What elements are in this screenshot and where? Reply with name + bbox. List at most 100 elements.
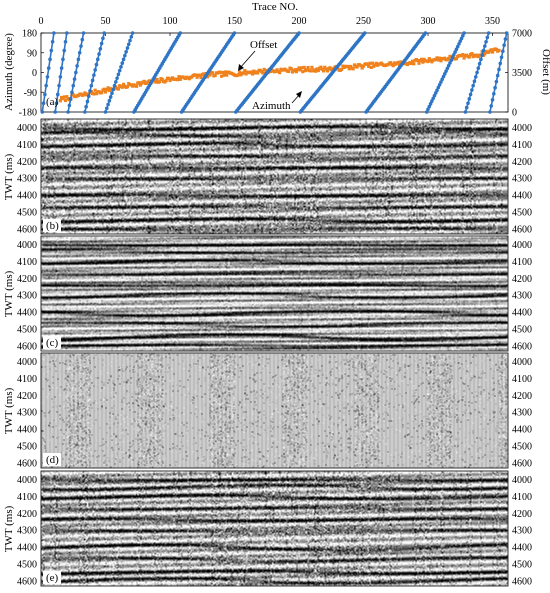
y-axis-title-c: TWT (ms) <box>3 270 15 317</box>
twt-tick-label-right: 4300 <box>512 174 532 185</box>
offset-point <box>199 75 203 80</box>
seismic-image-e <box>41 471 508 586</box>
offset-point <box>289 67 293 71</box>
seismic-section <box>41 353 508 468</box>
azimuth-point <box>81 31 86 35</box>
y-axis-title-right: Offset (m) <box>540 49 550 95</box>
offset-point <box>223 70 228 74</box>
azimuth-point <box>435 88 439 93</box>
offset-point <box>106 86 110 90</box>
azimuth-point <box>481 48 486 53</box>
offset-point <box>467 55 471 59</box>
offset-point <box>410 59 415 63</box>
azimuth-point <box>55 92 60 97</box>
offset-point <box>325 69 329 73</box>
x-tick-label: 0 <box>39 16 44 27</box>
seismic-section <box>41 236 508 351</box>
offset-point <box>177 75 181 79</box>
twt-tick-label-right: 4400 <box>512 543 532 554</box>
twt-tick-labels-e: 4000 4000 4100 4100 4200 4200 4300 4300 4400 4400… <box>17 475 532 587</box>
offset-point <box>116 87 121 91</box>
offset-point <box>351 67 355 71</box>
offset-point <box>316 68 320 73</box>
twt-tick-label-right: 4400 <box>512 191 532 202</box>
panel-label-d: (d) <box>46 454 59 466</box>
azimuth-point <box>480 53 484 57</box>
azimuth-point <box>363 31 367 35</box>
twt-tick-label-left: 4000 <box>17 357 37 368</box>
offset-point <box>396 60 400 64</box>
azimuth-point <box>65 31 69 35</box>
azimuth-point <box>68 97 73 101</box>
y-right-tick-label: 0 <box>512 108 517 119</box>
twt-tick-label-right: 4100 <box>512 374 532 385</box>
twt-tick-labels-b: 4000 4000 4100 4100 4200 4200 4300 4300 4400 4400… <box>17 123 532 235</box>
offset-point <box>94 92 99 96</box>
y-axis-title-e: TWT (ms) <box>3 505 15 552</box>
azimuth-line <box>104 32 134 113</box>
offset-point <box>83 91 87 95</box>
azimuth-point <box>62 48 67 53</box>
offset-point <box>436 58 440 62</box>
azimuth-point <box>123 53 127 58</box>
panel-e-seismic: TWT (ms) 4000 4000 4100 4100 4200 4200 4300 430… <box>3 470 532 587</box>
azimuth-point <box>74 70 78 75</box>
y-right-tick-label: 3500 <box>512 68 532 79</box>
azimuth-point <box>441 74 446 79</box>
x-tick-label: 100 <box>163 16 178 27</box>
azimuth-point <box>463 110 468 114</box>
azimuth-point <box>424 110 429 114</box>
azimuth-point <box>112 83 117 88</box>
offset-point <box>93 88 97 92</box>
azimuth-point <box>86 94 91 98</box>
offset-point <box>299 66 304 70</box>
offset-point <box>250 72 255 76</box>
offset-point <box>489 48 493 52</box>
offset-point <box>374 61 379 65</box>
panel-label-c: (c) <box>46 337 59 349</box>
offset-point <box>368 61 372 65</box>
offset-point <box>208 73 212 77</box>
seismic-section <box>41 471 508 586</box>
offset-point <box>241 71 246 75</box>
azimuth-point <box>67 103 72 108</box>
azimuth-point <box>492 91 496 96</box>
offset-point <box>328 66 332 70</box>
x-tick-label: 250 <box>356 16 371 27</box>
azimuth-point <box>426 107 430 112</box>
offset-point <box>426 59 430 64</box>
offset-point <box>154 80 158 84</box>
azimuth-point <box>121 57 126 62</box>
offset-point <box>319 65 323 69</box>
azimuth-point <box>45 75 50 79</box>
twt-tick-label-left: 4000 <box>17 475 37 486</box>
twt-tick-label-left: 4200 <box>17 509 37 520</box>
azimuth-point <box>71 83 76 88</box>
offset-point <box>81 93 86 97</box>
y-left-tick-label: 180 <box>22 29 37 40</box>
offset-point <box>167 76 171 80</box>
azimuth-point <box>431 96 435 101</box>
azimuth-point <box>89 83 94 88</box>
azimuth-point <box>59 66 64 70</box>
azimuth-point <box>107 98 112 103</box>
twt-tick-label-right: 4000 <box>512 357 532 368</box>
offset-point <box>256 71 260 75</box>
offset-point <box>238 70 242 74</box>
offset-point <box>252 69 256 73</box>
y-left-tick-label: 0 <box>32 68 37 79</box>
azimuth-point <box>128 38 132 43</box>
twt-tick-label-left: 4200 <box>17 391 37 402</box>
offset-point <box>430 60 434 64</box>
azimuth-point <box>432 93 437 98</box>
x-tick-label: 150 <box>227 16 242 27</box>
seismic-image-d <box>41 353 508 468</box>
offset-point <box>360 66 364 70</box>
panel-b-seismic: TWT (ms) 4000 4000 4100 4100 4200 4200 4300 430… <box>3 118 532 235</box>
azimuth-point <box>90 78 95 83</box>
offset-point <box>359 64 363 68</box>
azimuth-point <box>50 39 55 44</box>
offset-point <box>490 50 495 54</box>
panel-a-attribute-plot: Trace NO. 0 50 100 150 200 250 300 350 Azimuth … <box>3 1 550 119</box>
annotation-offset-arrow <box>239 50 256 69</box>
